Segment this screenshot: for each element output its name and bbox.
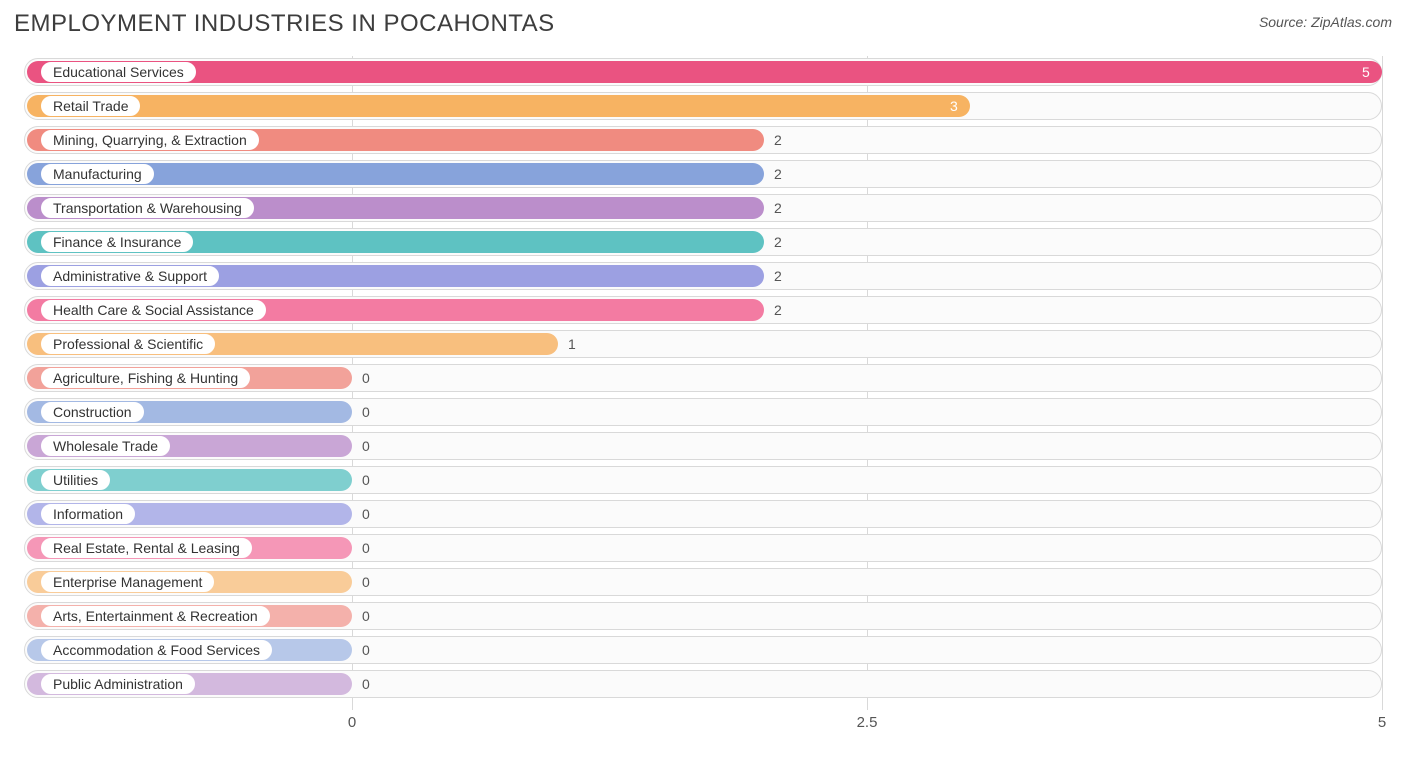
bar-row: Health Care & Social Assistance 2 [24, 296, 1382, 324]
bar-value-label: 0 [362, 534, 370, 562]
category-label-pill: Utilities [40, 469, 111, 491]
bar-value-label: 0 [362, 670, 370, 698]
category-label-pill: Transportation & Warehousing [40, 197, 255, 219]
category-label-pill: Accommodation & Food Services [40, 639, 273, 661]
bar-row: Public Administration 0 [24, 670, 1382, 698]
bar-row: Information 0 [24, 500, 1382, 528]
category-label-pill: Real Estate, Rental & Leasing [40, 537, 253, 559]
bar-row: Utilities 0 [24, 466, 1382, 494]
bar-row: Retail Trade 3 [24, 92, 1382, 120]
category-label-pill: Mining, Quarrying, & Extraction [40, 129, 260, 151]
x-axis: 02.55 [24, 712, 1382, 736]
bar-row: Transportation & Warehousing 2 [24, 194, 1382, 222]
bar-value-label: 0 [362, 398, 370, 426]
bar-value-label: 1 [568, 330, 576, 358]
gridline [1382, 56, 1383, 710]
bar-row: Accommodation & Food Services 0 [24, 636, 1382, 664]
bar-value-label: 2 [774, 262, 782, 290]
category-label-pill: Arts, Entertainment & Recreation [40, 605, 271, 627]
category-label-pill: Manufacturing [40, 163, 155, 185]
category-label-pill: Professional & Scientific [40, 333, 216, 355]
bar-row: Administrative & Support 2 [24, 262, 1382, 290]
bar-value-label: 0 [362, 636, 370, 664]
chart-source: Source: ZipAtlas.com [1259, 14, 1392, 30]
bar-row: Agriculture, Fishing & Hunting 0 [24, 364, 1382, 392]
chart-plot: Educational Services 5 Retail Trade 3 Mining… [24, 56, 1382, 736]
category-label-pill: Information [40, 503, 136, 525]
x-tick-label: 0 [348, 714, 356, 731]
bar-value-label: 2 [774, 160, 782, 188]
category-label-pill: Retail Trade [40, 95, 141, 117]
bar-value-label: 2 [774, 228, 782, 256]
bar-row: Educational Services 5 [24, 58, 1382, 86]
category-label-pill: Construction [40, 401, 145, 423]
category-label-pill: Wholesale Trade [40, 435, 171, 457]
x-tick-label: 2.5 [857, 714, 878, 731]
chart-rows: Educational Services 5 Retail Trade 3 Mining… [24, 56, 1382, 698]
bar-fill [27, 95, 970, 117]
bar-row: Mining, Quarrying, & Extraction 2 [24, 126, 1382, 154]
bar-row: Manufacturing 2 [24, 160, 1382, 188]
bar-row: Finance & Insurance 2 [24, 228, 1382, 256]
category-label-pill: Finance & Insurance [40, 231, 194, 253]
bar-value-label: 2 [774, 126, 782, 154]
chart-title: EMPLOYMENT INDUSTRIES IN POCAHONTAS [14, 10, 555, 38]
bar-value-label: 2 [774, 296, 782, 324]
x-tick-label: 5 [1378, 714, 1386, 731]
bar-value-label: 2 [774, 194, 782, 222]
category-label-pill: Administrative & Support [40, 265, 220, 287]
bar-row: Real Estate, Rental & Leasing 0 [24, 534, 1382, 562]
category-label-pill: Health Care & Social Assistance [40, 299, 267, 321]
bar-value-label: 0 [362, 602, 370, 630]
bar-fill [27, 61, 1382, 83]
bar-value-label: 0 [362, 432, 370, 460]
chart-header: EMPLOYMENT INDUSTRIES IN POCAHONTAS Sour… [14, 10, 1392, 38]
bar-row: Arts, Entertainment & Recreation 0 [24, 602, 1382, 630]
bar-value-label: 0 [362, 568, 370, 596]
bar-row: Wholesale Trade 0 [24, 432, 1382, 460]
bar-value-label: 0 [362, 466, 370, 494]
bar-row: Enterprise Management 0 [24, 568, 1382, 596]
bar-value-label: 3 [950, 92, 958, 120]
bar-value-label: 0 [362, 364, 370, 392]
category-label-pill: Enterprise Management [40, 571, 215, 593]
category-label-pill: Public Administration [40, 673, 196, 695]
bar-row: Construction 0 [24, 398, 1382, 426]
category-label-pill: Educational Services [40, 61, 197, 83]
category-label-pill: Agriculture, Fishing & Hunting [40, 367, 251, 389]
bar-row: Professional & Scientific 1 [24, 330, 1382, 358]
chart-area: Educational Services 5 Retail Trade 3 Mining… [14, 56, 1392, 756]
bar-value-label: 0 [362, 500, 370, 528]
bar-value-label: 5 [1362, 58, 1370, 86]
